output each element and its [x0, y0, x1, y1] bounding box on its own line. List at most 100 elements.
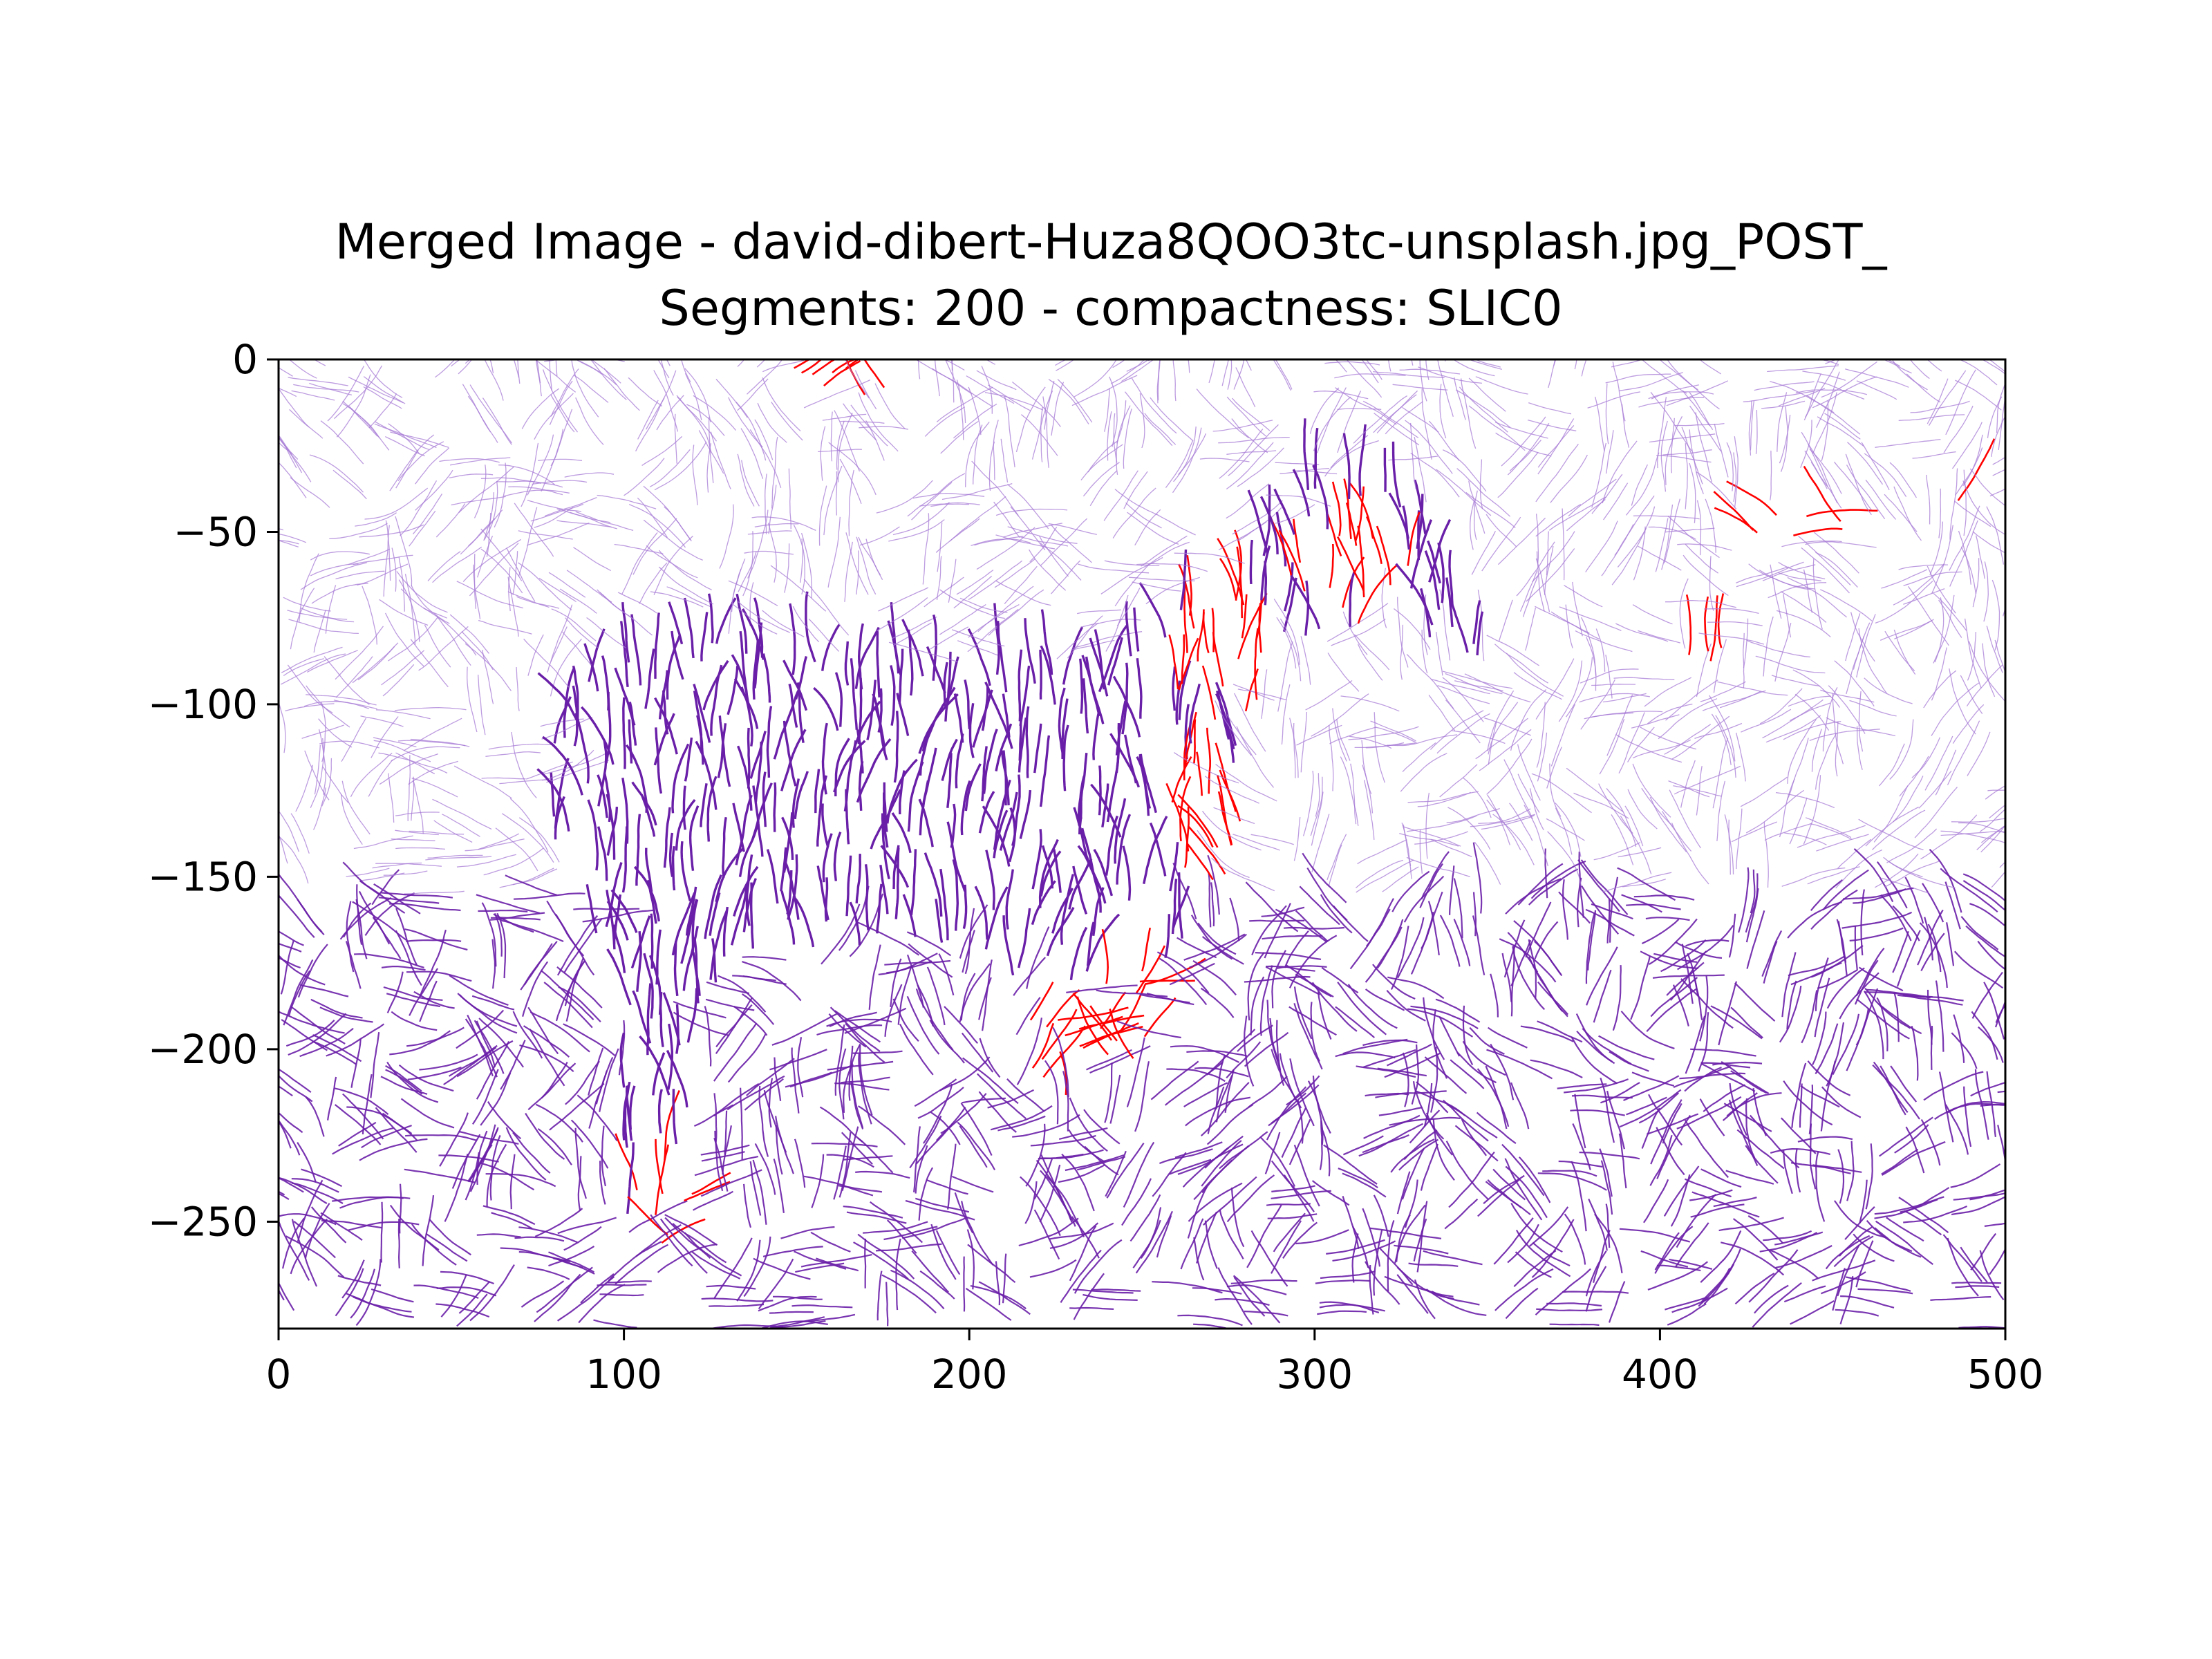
streamline — [1232, 834, 1280, 851]
streamline — [947, 1143, 957, 1210]
streamline — [1550, 611, 1600, 640]
streamline — [1723, 1103, 1772, 1132]
streamline — [1534, 921, 1559, 959]
streamline — [1834, 1200, 1888, 1239]
streamline — [934, 359, 940, 397]
streamline — [1303, 418, 1309, 490]
streamline — [481, 902, 497, 967]
streamline — [625, 1085, 633, 1141]
streamline — [1069, 1225, 1097, 1282]
streamline — [279, 1085, 293, 1097]
streamline — [1605, 373, 1671, 384]
streamline — [1156, 1215, 1172, 1258]
streamline — [1118, 984, 1146, 1034]
streamline — [1103, 470, 1138, 521]
streamline — [1933, 594, 1955, 664]
streamline — [1566, 767, 1624, 813]
streamline — [1649, 918, 1698, 966]
streamline — [550, 772, 556, 817]
streamline — [527, 1062, 577, 1111]
streamline — [1275, 359, 1293, 390]
streamline — [1665, 599, 1736, 608]
streamline — [283, 597, 331, 612]
streamline — [1648, 391, 1714, 400]
streamline — [1682, 390, 1710, 427]
streamline — [1455, 389, 1511, 429]
streamline — [675, 1004, 679, 1054]
streamline — [550, 604, 573, 662]
streamline — [866, 679, 877, 740]
streamline — [363, 386, 402, 409]
streamline — [1068, 1129, 1106, 1163]
streamline — [310, 738, 325, 808]
streamline — [1591, 474, 1623, 514]
streamline — [1718, 981, 1738, 1046]
streamline — [994, 558, 1036, 588]
streamline — [1911, 1025, 1919, 1081]
streamline — [1354, 486, 1365, 541]
streamline — [439, 1112, 469, 1167]
streamline — [710, 431, 731, 489]
streamline — [1809, 449, 1842, 494]
streamline — [482, 397, 512, 445]
streamline — [1790, 1162, 1851, 1174]
streamline — [1763, 941, 1778, 984]
streamline — [803, 1175, 874, 1197]
streamline — [1505, 1165, 1548, 1219]
streamline — [1397, 917, 1425, 979]
streamline — [1955, 379, 2002, 411]
streamline — [449, 975, 509, 1006]
streamline — [1826, 967, 1865, 1009]
streamline — [380, 1201, 384, 1263]
streamline — [1750, 400, 1755, 451]
streamline — [1889, 462, 1917, 498]
streamline — [499, 868, 558, 888]
streamline — [627, 1196, 668, 1236]
streamline — [1603, 482, 1629, 521]
streamline — [1329, 543, 1335, 588]
streamline — [845, 1022, 885, 1063]
streamline — [419, 1053, 478, 1071]
streamline — [1219, 1131, 1268, 1170]
streamline — [1797, 825, 1866, 848]
streamline — [544, 496, 597, 517]
streamline — [1131, 377, 1177, 434]
streamline — [1365, 988, 1405, 1011]
streamline — [1363, 1114, 1421, 1139]
streamline — [279, 1119, 292, 1149]
streamline — [1019, 536, 1069, 547]
streamline — [912, 492, 985, 499]
streamline — [995, 580, 1051, 606]
streamline — [1928, 370, 1967, 426]
streamline — [1962, 434, 1983, 487]
streamline — [281, 646, 343, 673]
streamline — [1143, 997, 1177, 1038]
streamline — [1044, 380, 1055, 430]
streamline — [1798, 535, 1851, 585]
streamline — [1817, 416, 1864, 447]
streamline — [1638, 1092, 1680, 1124]
streamline — [312, 1034, 362, 1062]
streamline — [1837, 1149, 1845, 1204]
streamline — [381, 892, 453, 899]
streamline — [574, 713, 590, 784]
streamline — [1703, 1084, 1745, 1112]
streamline — [279, 812, 299, 852]
streamline — [535, 1103, 583, 1143]
streamline — [694, 1156, 759, 1177]
streamline — [1880, 620, 1932, 641]
streamline — [1528, 1206, 1569, 1247]
streamline — [1572, 1123, 1591, 1170]
streamline — [1593, 1230, 1611, 1283]
streamline — [501, 813, 554, 863]
streamline — [924, 852, 943, 917]
streamline — [518, 530, 573, 540]
streamline — [1856, 380, 1897, 400]
streamline — [1498, 599, 1513, 642]
streamline — [1781, 1117, 1817, 1154]
streamline — [435, 1303, 490, 1318]
streamline — [1743, 632, 1745, 688]
streamline — [1228, 424, 1279, 476]
streamline — [1886, 359, 1901, 367]
streamline — [1483, 1174, 1525, 1204]
